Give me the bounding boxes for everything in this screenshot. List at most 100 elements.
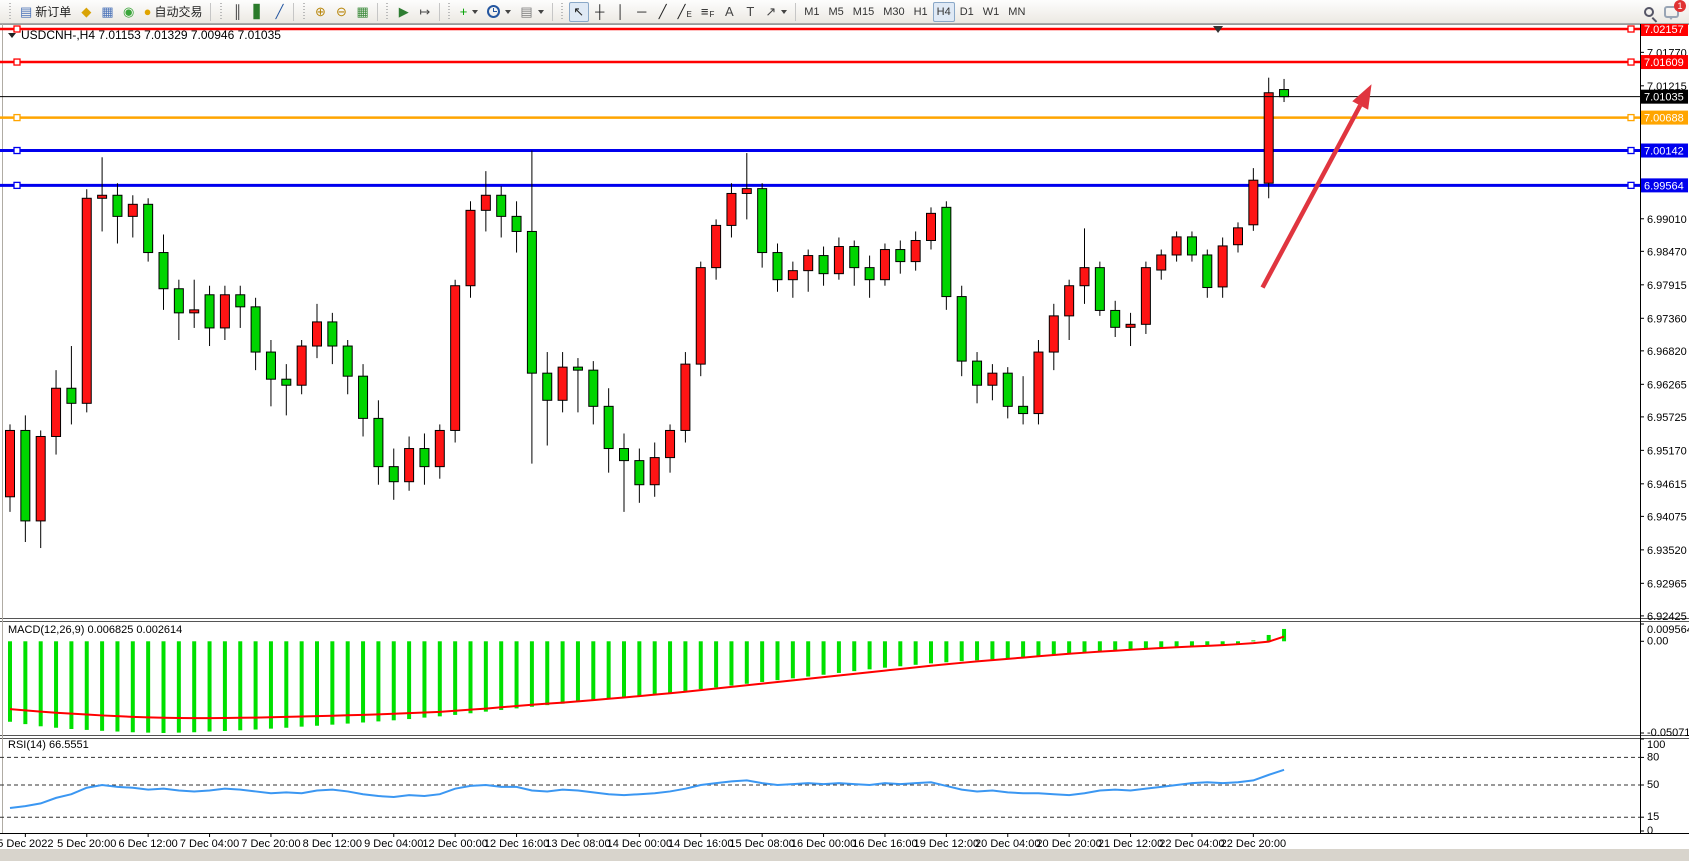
- macd-histogram-bar: [560, 641, 565, 704]
- toolbar-grip[interactable]: [7, 2, 12, 21]
- hline-handle[interactable]: [1627, 58, 1635, 66]
- hline-handle[interactable]: [13, 181, 21, 190]
- chart-shift-icon: ↦: [419, 4, 431, 19]
- tile-windows-button[interactable]: ▦: [352, 2, 372, 22]
- macd-histogram-bar: [1113, 641, 1118, 652]
- price-badge: [1641, 55, 1688, 70]
- vertical-line-tool-button[interactable]: │: [611, 2, 631, 22]
- trend-arrow-shaft[interactable]: [1260, 104, 1363, 289]
- chevron-down-icon[interactable]: [505, 9, 512, 14]
- hline-handle[interactable]: [1627, 181, 1635, 190]
- gold-icon-button[interactable]: ◆: [76, 2, 96, 22]
- chat-button[interactable]: 1: [1664, 0, 1686, 20]
- macd-histogram-bar: [1021, 641, 1026, 658]
- candle: [189, 309, 200, 314]
- macd-histogram-bar: [652, 641, 657, 695]
- candle: [634, 460, 645, 486]
- market-watch-button[interactable]: ▦: [97, 2, 117, 22]
- timeframe-h4-button[interactable]: H4: [932, 1, 955, 22]
- line-chart-button[interactable]: ╱: [269, 2, 289, 22]
- periods-button[interactable]: [483, 2, 515, 22]
- candle: [757, 188, 768, 254]
- hline-handle[interactable]: [13, 146, 21, 155]
- horizontal-line-tool-button[interactable]: ─: [632, 2, 652, 22]
- hline-handle[interactable]: [13, 25, 21, 33]
- arrows-tool-button[interactable]: ↗: [761, 2, 791, 22]
- chart-surface[interactable]: 7.017707.012156.990106.984706.979156.973…: [0, 24, 1689, 861]
- macd-histogram-bar: [668, 641, 673, 693]
- macd-histogram-bar: [54, 641, 59, 728]
- toolbar-grip[interactable]: [559, 2, 565, 21]
- search-icon[interactable]: [1644, 6, 1654, 17]
- timeframe-m30-button[interactable]: M30: [883, 5, 905, 18]
- candle-chart-button[interactable]: ▋: [248, 2, 268, 22]
- candle: [35, 435, 46, 522]
- zoom-in-button[interactable]: ⊕: [310, 2, 330, 22]
- trend-arrow-head[interactable]: [1352, 84, 1372, 110]
- indicators-button[interactable]: +: [456, 2, 483, 22]
- rsi-scale-label: 15: [1647, 811, 1659, 823]
- timeframe-mn-button[interactable]: MN: [1008, 5, 1026, 18]
- chevron-down-icon[interactable]: [781, 9, 788, 14]
- candle: [127, 203, 138, 217]
- candle: [879, 249, 890, 281]
- candle: [265, 351, 276, 380]
- autotrade-button-label: 自动交易: [154, 5, 203, 19]
- price-badge-label: 7.00688: [1644, 113, 1684, 125]
- chevron-down-icon[interactable]: [472, 9, 479, 14]
- chart-shift-button[interactable]: ↦: [415, 2, 435, 22]
- chart-window[interactable]: USDCNH-,H4 7.01153 7.01329 7.00946 7.010…: [0, 24, 1689, 861]
- timeframe-w1-button[interactable]: W1: [982, 5, 1000, 18]
- new-order-button[interactable]: ▤ 新订单: [16, 2, 75, 22]
- candle: [588, 369, 599, 407]
- hline-handle[interactable]: [13, 113, 21, 122]
- autotrade-button[interactable]: ● 自动交易: [140, 2, 207, 22]
- crosshair-tool-button[interactable]: ┼: [590, 2, 610, 22]
- macd-histogram-bar: [591, 641, 596, 701]
- price-badge: [1641, 178, 1688, 193]
- auto-scroll-button[interactable]: ▶: [394, 2, 414, 22]
- timeframe-m1-button[interactable]: M1: [804, 5, 820, 18]
- hline-handle[interactable]: [1627, 146, 1635, 155]
- hline-handle[interactable]: [1627, 113, 1635, 122]
- timeframe-d1-button[interactable]: D1: [959, 5, 974, 18]
- channel-tool-button[interactable]: ╱ E: [674, 2, 696, 22]
- price-badge: [1641, 143, 1688, 158]
- cursor-tool-button[interactable]: ↖: [568, 1, 589, 22]
- toolbar-grip[interactable]: [301, 2, 307, 21]
- candle: [680, 363, 691, 431]
- chart-collapse-icon[interactable]: [8, 32, 16, 38]
- macd-histogram-bar: [775, 641, 780, 681]
- new-order-button-label: 新订单: [35, 5, 72, 19]
- fibonacci-tool-button[interactable]: ≡ F: [697, 2, 718, 22]
- time-tick-label: 22 Dec 20:00: [1221, 838, 1286, 850]
- candle: [787, 270, 798, 281]
- text-label-tool-button[interactable]: T: [740, 2, 760, 22]
- text-label-tool-icon: T: [746, 4, 755, 19]
- toolbar-grip[interactable]: [384, 2, 390, 21]
- price-badge: [1641, 24, 1688, 37]
- chevron-down-icon[interactable]: [537, 9, 544, 14]
- macd-histogram-bar: [698, 641, 703, 690]
- candle: [1217, 245, 1228, 288]
- timeframe-m5-button[interactable]: M5: [828, 5, 844, 18]
- timeframe-h1-button[interactable]: H1: [913, 5, 928, 18]
- candle: [572, 366, 583, 371]
- text-tool-button[interactable]: A: [719, 2, 739, 22]
- trendline-tool-button[interactable]: ╱: [653, 2, 673, 22]
- price-tick-label: 6.98470: [1647, 246, 1687, 258]
- macd-histogram-bar: [268, 641, 273, 729]
- zoom-out-button[interactable]: ⊖: [331, 2, 351, 22]
- candle: [649, 457, 660, 486]
- timeframe-m15-button[interactable]: M15: [852, 5, 875, 18]
- bar-chart-button[interactable]: ║: [227, 2, 247, 22]
- macd-histogram-bar: [821, 641, 826, 675]
- hline-handle[interactable]: [13, 58, 21, 66]
- toolbar-grip[interactable]: [218, 2, 224, 21]
- toolbar-grip[interactable]: [446, 2, 452, 21]
- hline-handle[interactable]: [1627, 25, 1635, 33]
- templates-button[interactable]: ▤: [516, 2, 547, 22]
- signals-button[interactable]: ◉: [119, 2, 139, 22]
